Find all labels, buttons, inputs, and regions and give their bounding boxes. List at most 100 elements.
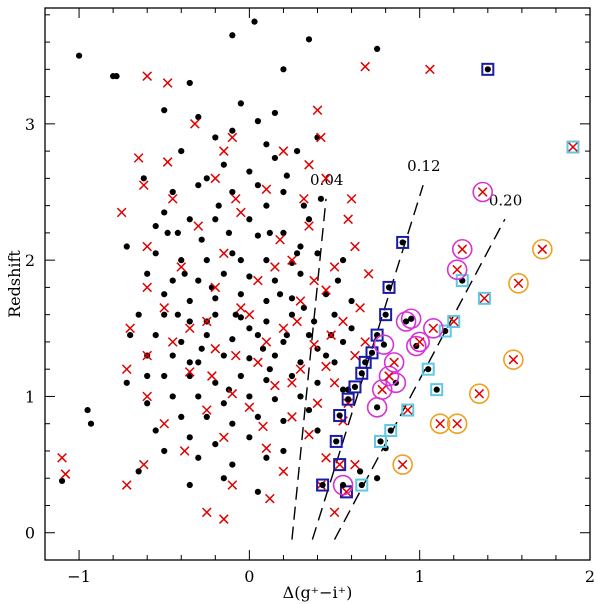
point-dot-black <box>293 148 301 155</box>
point-dot-black <box>123 379 130 386</box>
black-dot <box>152 332 159 339</box>
red-cross-stroke <box>236 303 246 313</box>
series-cross-red <box>57 61 435 524</box>
black-dot <box>144 400 151 407</box>
point-cross-red <box>350 459 360 470</box>
square-outline <box>333 458 347 472</box>
black-dot <box>113 73 120 80</box>
black-dot <box>174 311 181 318</box>
point-dot-black <box>237 372 244 380</box>
black-dot <box>246 355 253 362</box>
black-dot <box>152 427 159 434</box>
point-cross-in-orange-circle <box>446 413 468 435</box>
red-cross-stroke <box>452 264 462 275</box>
point-dot-black <box>186 359 193 366</box>
point-cross-in-magenta-circle <box>383 352 405 373</box>
black-dot <box>87 420 95 427</box>
red-cross-stroke <box>384 371 394 381</box>
point-dot-black <box>280 338 287 346</box>
point-cross-red <box>218 248 229 259</box>
point-dot-black <box>374 45 381 52</box>
black-dot <box>339 386 347 393</box>
black-dot <box>314 427 321 434</box>
red-cross-stroke <box>159 418 170 429</box>
red-cross-stroke <box>402 405 413 415</box>
black-dot <box>212 216 219 223</box>
square-outline <box>379 308 393 322</box>
red-cross-stroke <box>287 377 297 388</box>
black-dot <box>203 332 210 339</box>
point-cross-in-cyan-square <box>566 140 580 154</box>
black-dot <box>385 284 393 291</box>
point-cross-red <box>275 234 285 245</box>
point-dot-black <box>186 216 193 223</box>
red-cross-stroke <box>350 350 360 361</box>
circle-outline <box>400 308 422 330</box>
point-cross-in-magenta-circle <box>472 181 494 203</box>
black-dot <box>271 277 279 284</box>
point-dot-black <box>266 366 273 373</box>
point-dot-black <box>314 427 321 434</box>
square-outline <box>341 392 355 406</box>
point-dot-black <box>339 257 347 264</box>
square-outline <box>329 434 343 448</box>
point-dot-in-cyan-square <box>421 362 435 376</box>
point-dot-black <box>152 332 159 339</box>
point-dot-in-blue-square <box>355 366 369 380</box>
point-dot-black <box>246 393 253 400</box>
black-dot <box>358 370 365 377</box>
red-cross-stroke <box>474 388 485 399</box>
red-cross-stroke <box>321 361 331 372</box>
black-dot <box>254 182 261 189</box>
point-cross-red <box>270 262 280 272</box>
black-dot <box>297 243 304 250</box>
point-cross-red <box>138 180 149 191</box>
point-dot-black <box>271 109 279 117</box>
point-dot-black <box>297 270 304 277</box>
point-dot-black <box>348 297 355 305</box>
black-dot <box>263 454 270 461</box>
point-cross-red <box>218 432 229 443</box>
point-cross-red <box>218 146 229 156</box>
y-tick-label: 3 <box>25 115 35 134</box>
y-tick-label: 0 <box>25 524 35 543</box>
point-dot-black <box>339 338 347 346</box>
point-dot-black <box>174 311 181 318</box>
point-cross-red <box>321 452 331 463</box>
black-dot <box>135 468 142 475</box>
point-dot-in-blue-square <box>333 409 347 423</box>
red-cross-stroke <box>210 173 221 184</box>
point-cross-red <box>116 207 127 218</box>
red-cross-stroke <box>227 132 238 143</box>
black-dot <box>356 468 364 475</box>
red-cross-stroke <box>537 244 548 255</box>
point-dot-black <box>305 36 313 43</box>
point-cross-red <box>244 402 255 413</box>
circle-outline <box>472 181 494 203</box>
red-cross-stroke <box>142 350 153 361</box>
black-dot <box>288 372 296 380</box>
point-dot-black <box>195 393 202 400</box>
point-dot-black <box>271 396 279 403</box>
point-dot-in-magenta-circle <box>400 308 422 330</box>
square-outline <box>566 140 580 154</box>
point-dot-black <box>75 52 83 59</box>
black-dot <box>259 345 267 352</box>
point-cross-red <box>201 405 212 415</box>
point-cross-red <box>125 323 135 334</box>
black-dot <box>263 297 270 305</box>
point-dot-black <box>195 113 202 121</box>
red-cross-stroke <box>218 248 229 259</box>
red-cross-stroke <box>329 377 340 388</box>
black-dot <box>283 332 290 339</box>
point-cross-in-magenta-circle <box>423 317 444 339</box>
red-cross-stroke <box>162 78 173 88</box>
black-dot <box>319 481 326 489</box>
point-dot-black <box>310 318 318 325</box>
red-cross-stroke <box>264 493 275 504</box>
black-dot <box>152 250 159 257</box>
red-cross-stroke <box>278 466 289 477</box>
black-dot <box>380 341 388 348</box>
point-cross-in-magenta-circle <box>371 379 393 400</box>
square-outline <box>384 424 398 438</box>
